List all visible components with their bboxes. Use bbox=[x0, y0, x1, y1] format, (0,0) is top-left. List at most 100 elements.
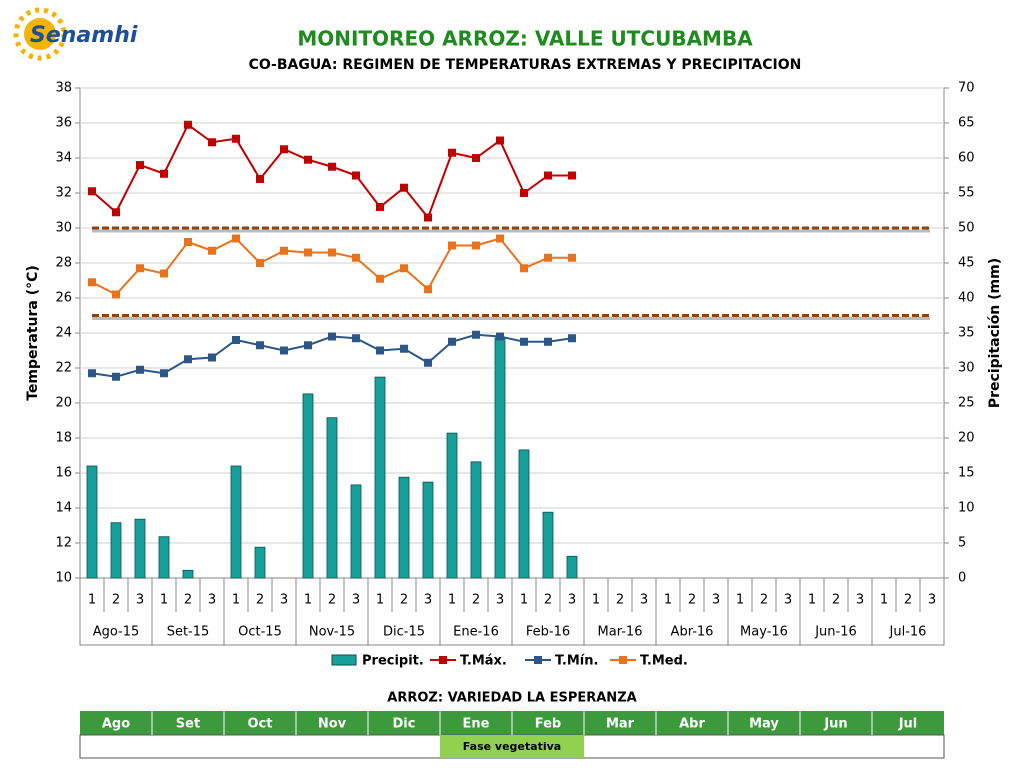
bar bbox=[302, 393, 314, 579]
marker bbox=[424, 358, 432, 367]
y2-tick-label: 55 bbox=[958, 186, 975, 201]
marker bbox=[520, 189, 528, 197]
marker bbox=[112, 208, 120, 217]
bar bbox=[542, 511, 554, 579]
x-tick-label: 2 bbox=[688, 593, 696, 608]
marker bbox=[424, 213, 432, 222]
marker bbox=[424, 285, 432, 294]
y-axis-label: Temperatura (°C) bbox=[25, 265, 41, 401]
marker bbox=[280, 246, 288, 255]
x-group-label: Nov-15 bbox=[309, 625, 355, 640]
x-tick-label: 3 bbox=[496, 593, 504, 608]
table-month: Jun bbox=[823, 717, 847, 732]
y2-tick-label: 50 bbox=[958, 221, 975, 236]
legend-marker bbox=[534, 656, 542, 664]
x-tick-label: 2 bbox=[472, 593, 480, 608]
logo-text: Senamhi bbox=[30, 23, 138, 48]
x-group-label: Abr-16 bbox=[671, 625, 714, 640]
logo-rays bbox=[13, 7, 67, 61]
x-tick-label: 2 bbox=[328, 593, 336, 608]
table-month: Dic bbox=[393, 717, 416, 732]
marker bbox=[304, 341, 312, 350]
table-month: Ene bbox=[463, 717, 490, 732]
table-title: ARROZ: VARIEDAD LA ESPERANZA bbox=[387, 691, 636, 706]
table-month: Jul bbox=[898, 717, 918, 732]
phase-label: Fase vegetativa bbox=[463, 740, 561, 753]
legend-label: T.Med. bbox=[640, 654, 688, 669]
y2-axis-label: Precipitación (mm) bbox=[987, 258, 1003, 408]
table-month: Oct bbox=[248, 717, 273, 732]
y2-tick-label: 70 bbox=[958, 81, 975, 96]
y2-tick-label: 0 bbox=[958, 571, 966, 586]
bar bbox=[350, 484, 362, 579]
table-month: Ago bbox=[102, 717, 130, 732]
x-tick-label: 1 bbox=[376, 593, 384, 608]
x-tick-label: 3 bbox=[568, 593, 576, 608]
marker bbox=[160, 269, 168, 278]
table-month: Feb bbox=[535, 717, 561, 732]
y2-tick-label: 10 bbox=[958, 501, 975, 516]
x-tick-label: 2 bbox=[112, 593, 120, 608]
marker bbox=[520, 337, 528, 346]
marker bbox=[352, 171, 360, 180]
marker bbox=[112, 290, 120, 299]
marker bbox=[568, 334, 576, 343]
x-tick-label: 2 bbox=[904, 593, 912, 608]
bar bbox=[110, 522, 122, 579]
bar bbox=[182, 569, 194, 579]
marker bbox=[88, 278, 96, 287]
bar bbox=[494, 337, 506, 579]
x-tick-label: 2 bbox=[760, 593, 768, 608]
table-month: May bbox=[749, 717, 779, 732]
marker bbox=[376, 346, 384, 355]
marker bbox=[328, 248, 336, 257]
marker bbox=[112, 372, 120, 381]
x-tick-label: 1 bbox=[160, 593, 168, 608]
x-tick-label: 3 bbox=[280, 593, 288, 608]
x-tick-label: 3 bbox=[136, 593, 144, 608]
x-tick-label: 1 bbox=[808, 593, 816, 608]
y2-tick-label: 20 bbox=[958, 431, 975, 446]
x-tick-label: 1 bbox=[448, 593, 456, 608]
bar bbox=[518, 449, 530, 579]
x-tick-label: 3 bbox=[856, 593, 864, 608]
x-tick-label: 1 bbox=[664, 593, 672, 608]
marker bbox=[448, 148, 456, 157]
y-tick-label: 34 bbox=[55, 151, 72, 166]
x-group-label: Jul-16 bbox=[889, 625, 927, 640]
marker bbox=[208, 138, 216, 147]
y2-tick-label: 60 bbox=[958, 151, 975, 166]
x-tick-label: 1 bbox=[592, 593, 600, 608]
marker bbox=[328, 162, 336, 171]
y2-tick-label: 5 bbox=[958, 536, 966, 551]
chart-subtitle: CO-BAGUA: REGIMEN DE TEMPERATURAS EXTREM… bbox=[249, 57, 802, 73]
marker bbox=[472, 330, 480, 339]
x-tick-label: 1 bbox=[520, 593, 528, 608]
marker bbox=[304, 155, 312, 164]
y-tick-label: 24 bbox=[55, 326, 72, 341]
bar bbox=[566, 555, 578, 579]
x-group-label: Jun-16 bbox=[814, 625, 857, 640]
marker bbox=[208, 353, 216, 362]
bar bbox=[134, 518, 146, 579]
chart-title: MONITOREO ARROZ: VALLE UTCUBAMBA bbox=[297, 27, 753, 51]
marker bbox=[448, 241, 456, 250]
x-tick-label: 3 bbox=[784, 593, 792, 608]
table-month: Set bbox=[176, 717, 200, 732]
bar bbox=[254, 546, 266, 579]
bar bbox=[374, 376, 386, 579]
x-tick-label: 2 bbox=[616, 593, 624, 608]
bar bbox=[422, 481, 434, 579]
marker bbox=[376, 203, 384, 211]
marker bbox=[328, 332, 336, 341]
table-month: Abr bbox=[679, 717, 705, 732]
marker bbox=[544, 337, 552, 346]
phase-cell bbox=[440, 735, 584, 758]
marker bbox=[304, 248, 312, 257]
x-tick-label: 1 bbox=[232, 593, 240, 608]
x-group-label: Oct-15 bbox=[238, 625, 282, 640]
x-tick-label: 1 bbox=[736, 593, 744, 608]
bar bbox=[326, 417, 338, 579]
x-tick-label: 3 bbox=[424, 593, 432, 608]
